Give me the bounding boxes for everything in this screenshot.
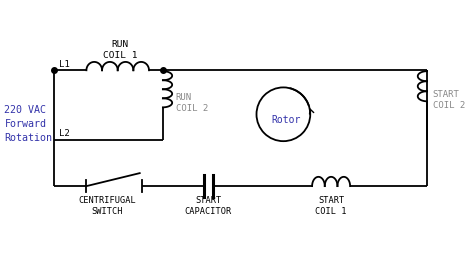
Text: CENTRIFUGAL
SWITCH: CENTRIFUGAL SWITCH <box>78 196 136 216</box>
Text: L2: L2 <box>59 129 69 138</box>
Text: RUN
COIL 2: RUN COIL 2 <box>176 93 208 113</box>
Text: Rotor: Rotor <box>271 115 300 125</box>
Text: L1: L1 <box>59 60 69 69</box>
Text: START
CAPACITOR: START CAPACITOR <box>185 196 232 216</box>
Text: START
COIL 2: START COIL 2 <box>433 90 465 110</box>
Text: RUN
COIL 1: RUN COIL 1 <box>102 40 137 60</box>
Text: START
COIL 1: START COIL 1 <box>315 196 347 216</box>
Text: 220 VAC
Forward
Rotation: 220 VAC Forward Rotation <box>4 105 52 143</box>
